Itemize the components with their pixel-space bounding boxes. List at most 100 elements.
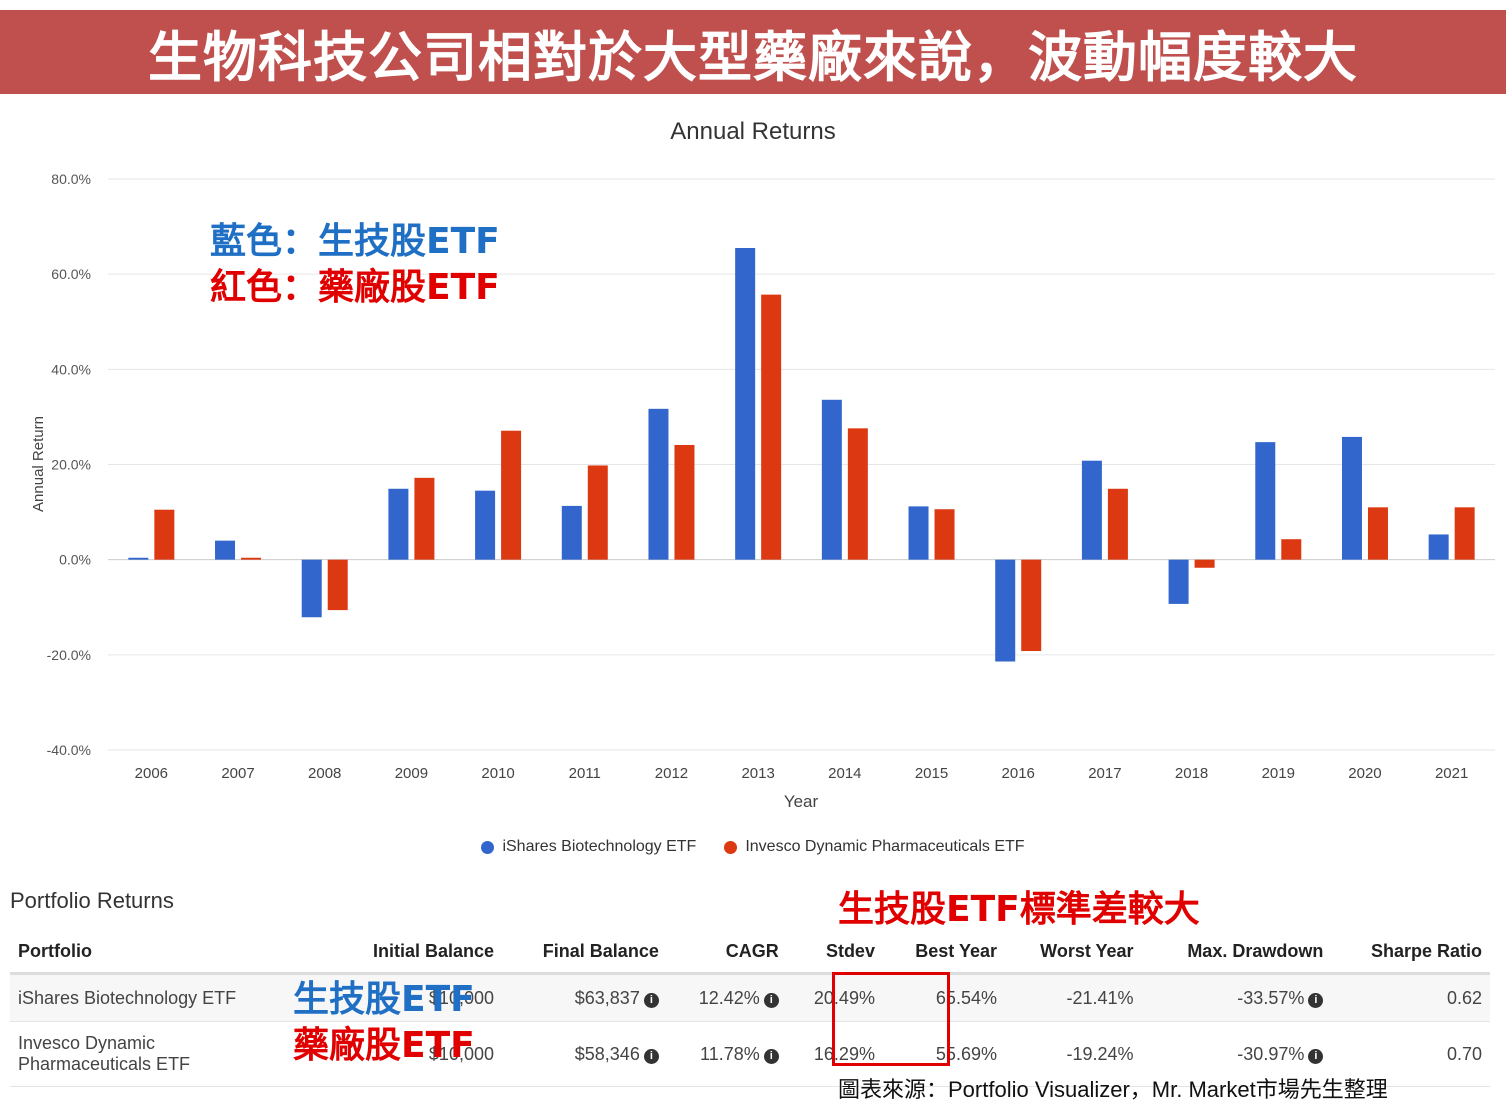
- info-icon[interactable]: i: [763, 992, 779, 1008]
- bar-2008-biotech[interactable]: [301, 559, 322, 618]
- info-icon[interactable]: i: [643, 992, 659, 1008]
- table-header-row: Portfolio Initial Balance Final Balance …: [10, 935, 1490, 975]
- cagr-value: 12.42%: [698, 987, 760, 1008]
- info-icon[interactable]: i: [1308, 992, 1324, 1008]
- source-note: 圖表來源：Portfolio Visualizer，Mr. Market市場先生…: [838, 1077, 1388, 1102]
- bar-2009-biotech[interactable]: [388, 488, 409, 560]
- col-header: Final Balance: [502, 935, 667, 975]
- x-tick-label: 2007: [221, 765, 254, 782]
- final-value: $58,346: [574, 1043, 640, 1064]
- y-tick-label: -40.0%: [47, 742, 91, 758]
- legend-label: iShares Biotechnology ETF: [502, 838, 697, 855]
- bar-2013-biotech[interactable]: [735, 247, 756, 560]
- bar-2011-pharma[interactable]: [587, 465, 608, 560]
- x-tick-label: 2015: [915, 765, 948, 782]
- cell-cagr: 12.42% i: [666, 973, 787, 1022]
- cell-drawdown: -30.97% i: [1141, 1021, 1332, 1087]
- bar-2010-pharma[interactable]: [501, 430, 522, 560]
- bar-2016-pharma[interactable]: [1021, 559, 1042, 652]
- bar-2011-biotech[interactable]: [561, 505, 582, 560]
- col-header: CAGR: [666, 935, 787, 975]
- x-tick-label: 2008: [308, 765, 341, 782]
- cell-initial: $10,000: [286, 1021, 502, 1087]
- bar-2016-biotech[interactable]: [995, 559, 1016, 662]
- x-axis-label: Year: [784, 792, 819, 811]
- bar-2013-pharma[interactable]: [761, 294, 782, 560]
- bar-2020-biotech[interactable]: [1341, 436, 1362, 560]
- col-header: Initial Balance: [286, 935, 502, 975]
- bar-2020-pharma[interactable]: [1367, 507, 1388, 560]
- cell-sharpe: 0.70: [1331, 1021, 1490, 1087]
- bar-2007-pharma[interactable]: [241, 557, 262, 560]
- cell-drawdown: -33.57% i: [1141, 973, 1332, 1022]
- y-tick-labels: 80.0% 60.0% 40.0% 20.0% 0.0% -20.0% -40.0%: [47, 171, 91, 758]
- col-header: Stdev: [786, 935, 883, 975]
- x-tick-label: 2013: [741, 765, 774, 782]
- cell-final: $58,346 i: [502, 1021, 667, 1087]
- bars: [128, 247, 1475, 662]
- info-icon[interactable]: i: [1308, 1048, 1324, 1064]
- x-tick-label: 2019: [1262, 765, 1295, 782]
- red-legend-note: 紅色：藥廠股ETF: [210, 267, 500, 308]
- chart-legend: iShares Biotechnology ETF Invesco Dynami…: [0, 838, 1506, 856]
- cell-final: $63,837 i: [502, 973, 667, 1022]
- drawdown-value: -33.57%: [1237, 987, 1305, 1008]
- col-header: Best Year: [882, 935, 1005, 975]
- info-icon[interactable]: i: [763, 1048, 779, 1064]
- x-tick-label: 2009: [395, 765, 428, 782]
- annual-returns-chart: 80.0% 60.0% 40.0% 20.0% 0.0% -20.0% -40.0% 200…: [30, 171, 1495, 811]
- cell-best: 55.69%: [882, 1021, 1005, 1087]
- cell-portfolio: iShares Biotechnology ETF: [10, 973, 286, 1022]
- banner-title: 生物科技公司相對於大型藥廠來說，波動幅度較大: [148, 25, 1358, 89]
- bar-2010-biotech[interactable]: [475, 490, 496, 560]
- bar-2012-biotech[interactable]: [648, 408, 669, 560]
- x-tick-label: 2017: [1088, 765, 1121, 782]
- bar-2006-pharma[interactable]: [154, 509, 175, 560]
- table-row: Invesco Dynamic Pharmaceuticals ETF $10,…: [10, 1021, 1490, 1087]
- legend-item-pharma[interactable]: Invesco Dynamic Pharmaceuticals ETF: [724, 838, 1025, 856]
- x-tick-label: 2018: [1175, 765, 1208, 782]
- bar-2017-pharma[interactable]: [1107, 488, 1128, 560]
- cell-portfolio: Invesco Dynamic Pharmaceuticals ETF: [10, 1021, 286, 1087]
- x-tick-label: 2020: [1348, 765, 1381, 782]
- bar-2018-pharma[interactable]: [1194, 559, 1215, 568]
- y-tick-label: 60.0%: [51, 266, 91, 282]
- bar-2019-biotech[interactable]: [1255, 442, 1276, 560]
- bar-2014-pharma[interactable]: [847, 428, 868, 560]
- col-header: Max. Drawdown: [1141, 935, 1332, 975]
- bar-2015-pharma[interactable]: [934, 509, 955, 560]
- portfolio-returns-table: Portfolio Initial Balance Final Balance …: [10, 935, 1490, 1087]
- cagr-value: 11.78%: [700, 1043, 760, 1064]
- stdev-highlight-box: [832, 972, 950, 1066]
- row1-tag: 生技股ETF: [293, 979, 475, 1020]
- x-tick-label: 2021: [1435, 765, 1468, 782]
- bar-2015-biotech[interactable]: [908, 506, 929, 560]
- x-tick-label: 2011: [569, 765, 601, 782]
- info-icon[interactable]: i: [643, 1048, 659, 1064]
- final-value: $63,837: [574, 987, 640, 1008]
- bar-2021-pharma[interactable]: [1454, 507, 1475, 560]
- col-header: Worst Year: [1004, 935, 1142, 975]
- y-tick-label: 20.0%: [51, 457, 91, 473]
- col-header: Portfolio: [10, 935, 286, 975]
- grid-lines: [108, 178, 1495, 751]
- cell-sharpe: 0.62: [1331, 973, 1490, 1022]
- bar-2007-biotech[interactable]: [215, 540, 236, 560]
- bar-2019-pharma[interactable]: [1281, 539, 1302, 560]
- legend-dot-red: [724, 840, 738, 854]
- bar-2012-pharma[interactable]: [674, 444, 695, 560]
- x-tick-label: 2010: [481, 765, 514, 782]
- bar-2014-biotech[interactable]: [821, 399, 842, 560]
- bar-2017-biotech[interactable]: [1081, 460, 1102, 560]
- bar-2006-biotech[interactable]: [128, 557, 149, 560]
- chart-title: Annual Returns: [670, 118, 836, 145]
- bar-2008-pharma[interactable]: [327, 559, 348, 611]
- cell-worst: -21.41%: [1004, 973, 1142, 1022]
- bar-2021-biotech[interactable]: [1428, 534, 1449, 560]
- col-header: Sharpe Ratio: [1331, 935, 1490, 975]
- bar-2009-pharma[interactable]: [414, 477, 435, 560]
- legend-item-biotech[interactable]: iShares Biotechnology ETF: [481, 838, 696, 856]
- portfolio-returns-title: Portfolio Returns: [10, 888, 174, 913]
- x-tick-label: 2016: [1002, 765, 1035, 782]
- bar-2018-biotech[interactable]: [1168, 559, 1189, 604]
